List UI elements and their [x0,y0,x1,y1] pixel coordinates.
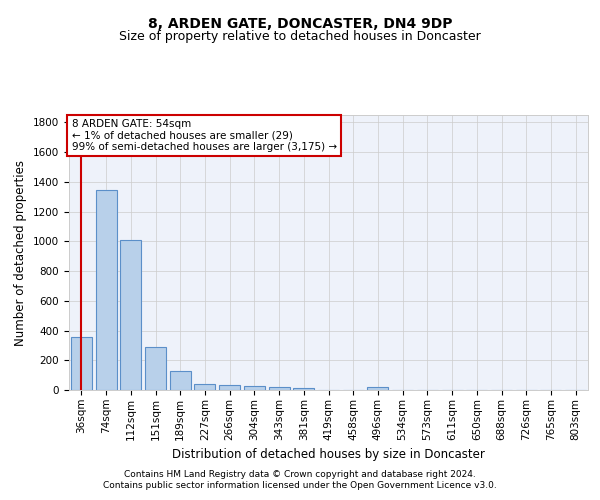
Bar [145,347,166,390]
Bar [120,240,141,390]
Bar [293,388,314,390]
Text: 8 ARDEN GATE: 54sqm
← 1% of detached houses are smaller (29)
99% of semi-detache: 8 ARDEN GATE: 54sqm ← 1% of detached hou… [71,119,337,152]
Y-axis label: Number of detached properties: Number of detached properties [14,160,28,346]
X-axis label: Distribution of detached houses by size in Doncaster: Distribution of detached houses by size … [172,448,485,461]
Bar [367,387,388,390]
Text: Contains HM Land Registry data © Crown copyright and database right 2024.: Contains HM Land Registry data © Crown c… [124,470,476,479]
Bar [95,190,116,390]
Bar [194,384,215,390]
Bar [71,337,92,390]
Bar [269,387,290,390]
Text: 8, ARDEN GATE, DONCASTER, DN4 9DP: 8, ARDEN GATE, DONCASTER, DN4 9DP [148,18,452,32]
Bar [170,372,191,390]
Bar [244,386,265,390]
Text: Size of property relative to detached houses in Doncaster: Size of property relative to detached ho… [119,30,481,43]
Text: Contains public sector information licensed under the Open Government Licence v3: Contains public sector information licen… [103,481,497,490]
Bar [219,385,240,390]
